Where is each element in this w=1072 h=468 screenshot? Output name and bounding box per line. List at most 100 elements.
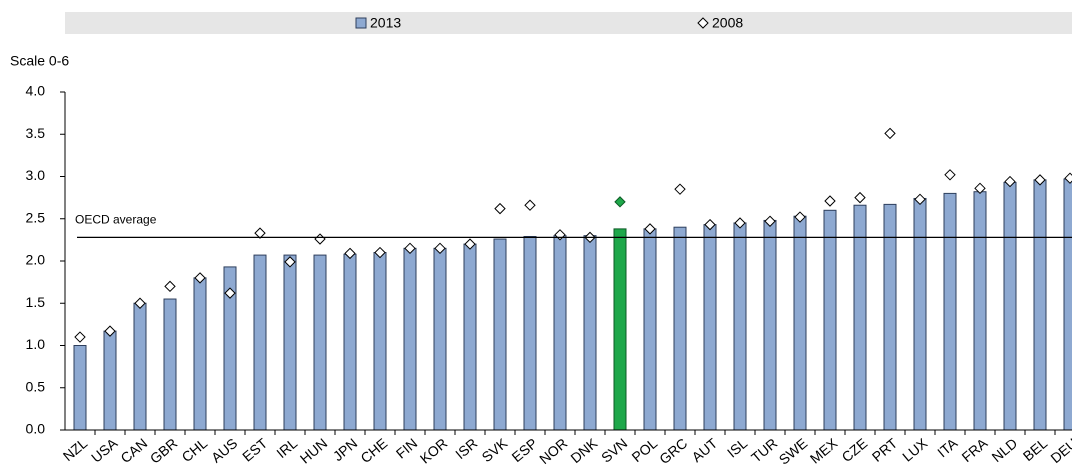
x-tick-label: CZE	[839, 435, 871, 465]
x-tick-label: TUR	[748, 435, 780, 466]
bar	[193, 277, 207, 431]
bar	[793, 215, 807, 431]
x-tick-label: HUN	[297, 435, 331, 467]
marker	[1034, 174, 1046, 186]
bar	[343, 253, 357, 431]
bar	[493, 238, 507, 431]
y-tick-label: 4.0	[26, 83, 46, 99]
bar	[883, 203, 897, 431]
bar	[613, 228, 627, 431]
bar	[313, 254, 327, 431]
bar	[1033, 179, 1047, 431]
x-tick-label: ITA	[934, 434, 961, 460]
x-tick-label: GBR	[147, 435, 181, 467]
bar	[133, 302, 147, 431]
x-tick-label: PRT	[869, 435, 901, 465]
x-tick-label: CAN	[117, 435, 150, 466]
x-tick-label: ISR	[452, 435, 480, 462]
marker	[764, 215, 776, 227]
x-tick-label: NLD	[989, 435, 1021, 465]
x-tick-label: EST	[239, 435, 270, 465]
y-tick-label: 3.5	[26, 125, 46, 141]
marker	[224, 287, 236, 299]
marker	[464, 238, 476, 250]
marker	[944, 169, 956, 181]
bar	[853, 204, 867, 431]
marker	[854, 191, 866, 204]
legend-label: 2008	[712, 15, 743, 31]
legend-swatch	[697, 17, 709, 29]
bar	[103, 330, 117, 431]
bar	[703, 224, 717, 431]
x-tick-label: MEX	[807, 434, 841, 466]
marker	[374, 246, 386, 259]
bar	[553, 235, 567, 431]
marker	[524, 199, 536, 211]
bar	[973, 191, 987, 431]
bar	[1003, 181, 1017, 431]
bar	[583, 235, 597, 431]
marker	[74, 331, 86, 343]
marker	[824, 195, 836, 207]
marker	[404, 242, 416, 255]
marker	[674, 183, 686, 195]
bar	[163, 298, 177, 431]
marker	[914, 193, 926, 206]
x-tick-label: AUT	[689, 435, 721, 466]
y-tick-label: 1.5	[26, 294, 46, 310]
x-tick-label: FIN	[393, 435, 421, 462]
x-tick-label: NOR	[536, 435, 570, 467]
x-tick-label: SVK	[479, 434, 511, 465]
x-tick-label: IRL	[273, 435, 300, 461]
bar	[733, 222, 747, 431]
marker	[1004, 175, 1016, 188]
x-tick-label: NZL	[60, 435, 91, 464]
bar	[673, 226, 687, 431]
bar	[433, 247, 447, 431]
reference-label: OECD average	[75, 213, 157, 227]
marker	[164, 280, 176, 293]
marker	[134, 297, 146, 309]
marker	[284, 256, 296, 268]
bar	[73, 345, 87, 431]
y-tick-label: 0.0	[26, 421, 46, 437]
bar	[253, 254, 267, 431]
x-tick-label: USA	[88, 434, 121, 465]
bar	[913, 197, 927, 431]
bar	[283, 254, 297, 431]
marker	[104, 325, 116, 337]
marker	[434, 242, 446, 255]
marker	[644, 223, 656, 235]
y-tick-label: 0.5	[26, 378, 46, 394]
bar	[943, 192, 957, 431]
x-tick-label: CHL	[179, 435, 211, 465]
x-tick-label: DEU	[1047, 435, 1072, 466]
bar	[403, 247, 417, 431]
x-tick-label: SVN	[598, 435, 630, 466]
marker	[974, 182, 986, 195]
marker	[704, 218, 716, 231]
x-tick-label: BEL	[1020, 435, 1051, 464]
marker	[254, 227, 266, 239]
x-tick-label: JPN	[330, 435, 361, 464]
bar	[823, 209, 837, 431]
x-tick-label: ISL	[724, 435, 751, 461]
y-tick-label: 2.5	[26, 209, 46, 225]
marker	[884, 127, 896, 140]
y-tick-label: 1.0	[26, 336, 46, 352]
bar	[643, 228, 657, 431]
x-tick-label: LUX	[899, 434, 931, 464]
legend-label: 2013	[370, 15, 401, 31]
y-tick-label: 2.0	[26, 252, 46, 268]
marker	[194, 272, 206, 284]
marker	[494, 202, 506, 215]
x-tick-label: POL	[629, 435, 661, 465]
x-tick-label: CHE	[357, 435, 390, 466]
y-tick-label: 3.0	[26, 167, 46, 183]
x-tick-label: GRC	[656, 435, 690, 467]
marker	[344, 247, 356, 260]
x-tick-label: KOR	[417, 435, 451, 467]
bar	[1063, 178, 1072, 431]
legend-background	[65, 12, 1072, 34]
